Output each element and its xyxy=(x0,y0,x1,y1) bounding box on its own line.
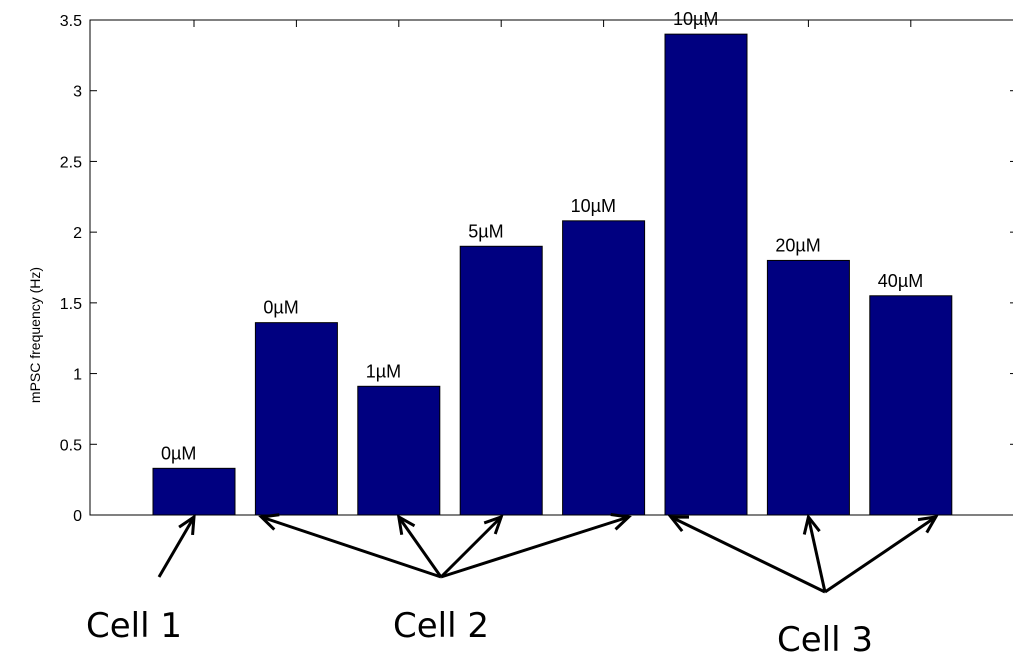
bar xyxy=(152,467,236,516)
y-tick-label: 3.5 xyxy=(60,13,82,30)
y-tick-label: 2.5 xyxy=(60,154,82,171)
arrow-line xyxy=(157,516,196,578)
arrow-head xyxy=(258,513,280,531)
group-label: Cell 2 xyxy=(393,606,489,646)
arrow-head xyxy=(396,514,416,536)
axes-frame xyxy=(89,19,1013,516)
y-tick-label: 1.5 xyxy=(60,296,82,313)
group-label: Cell 1 xyxy=(86,606,182,646)
arrow-line xyxy=(824,515,937,594)
arrow-line xyxy=(260,515,442,579)
bar-value-label: 0µM xyxy=(263,298,298,318)
y-tick-label: 1 xyxy=(73,367,82,384)
arrow-head xyxy=(802,513,821,535)
bar-value-label: 40µM xyxy=(878,271,923,291)
arrow-line xyxy=(397,516,443,578)
y-tick-label: 0 xyxy=(73,508,82,525)
arrow-head xyxy=(178,514,196,536)
arrow-line xyxy=(439,515,503,579)
arrow-head xyxy=(917,515,939,534)
y-tick-label: 0.5 xyxy=(60,437,82,454)
bar-value-label: 10µM xyxy=(673,9,718,29)
bar-value-label: 0µM xyxy=(161,443,196,463)
bar xyxy=(357,385,441,516)
y-axis-label: mPSC frequency (Hz) xyxy=(27,267,43,403)
arrow-line xyxy=(440,515,630,579)
bar xyxy=(664,33,748,516)
arrow-head xyxy=(610,513,632,531)
group-labels: Cell 1 Cell 2 Cell 3 xyxy=(86,606,873,653)
bar-value-label: 10µM xyxy=(571,196,616,216)
arrow-head xyxy=(667,515,690,533)
bar-value-label: 20µM xyxy=(775,235,820,255)
bar-value-label: 1µM xyxy=(366,361,401,381)
y-tick-label: 3 xyxy=(73,84,82,101)
bar xyxy=(562,220,646,516)
group-arrows xyxy=(157,513,939,594)
y-tick-label: 2 xyxy=(73,225,82,242)
bar xyxy=(766,259,850,516)
bar xyxy=(869,295,953,516)
bar xyxy=(254,322,338,516)
bar-value-label: 5µM xyxy=(468,221,503,241)
arrow-line xyxy=(806,516,827,593)
bars xyxy=(152,33,953,516)
arrow-line xyxy=(670,515,826,594)
bar xyxy=(459,245,543,516)
arrow-head xyxy=(483,514,504,535)
bar-labels: 0µM 0µM 1µM 5µM 10µM 10µM 20µM 40µM xyxy=(161,9,923,463)
group-label: Cell 3 xyxy=(777,620,873,653)
